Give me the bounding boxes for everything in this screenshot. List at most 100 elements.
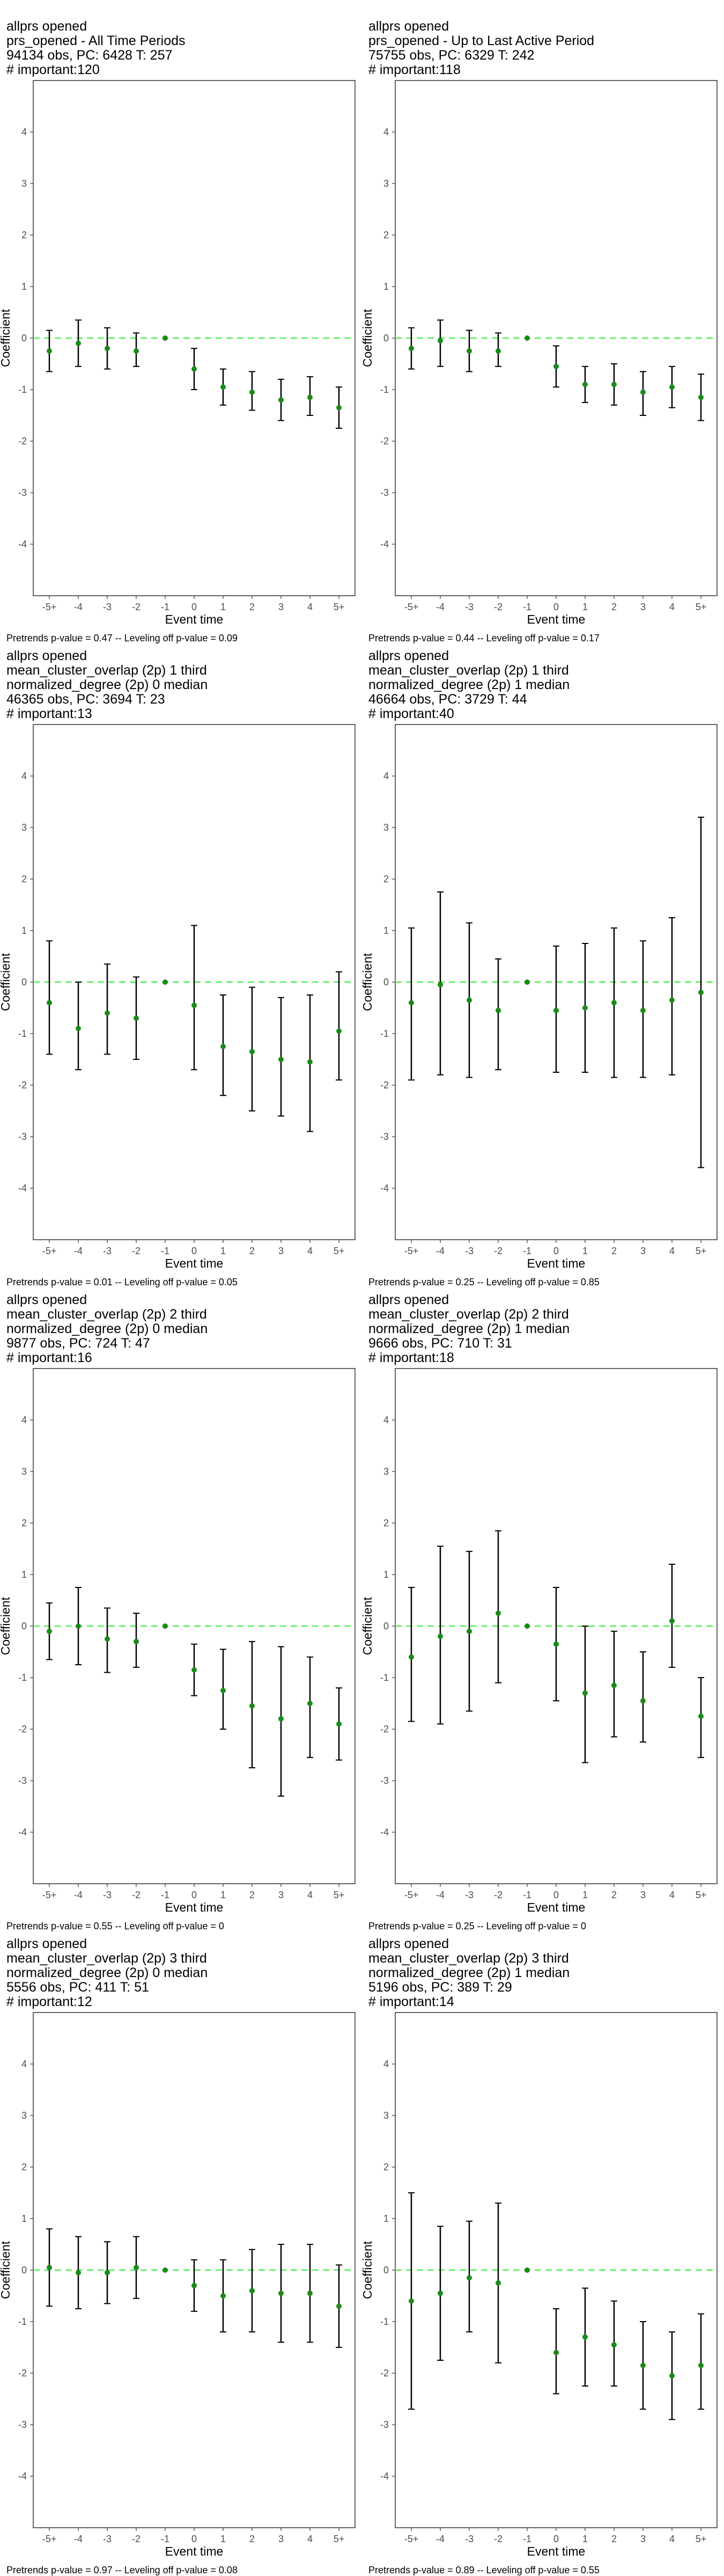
panel-header-line: normalized_degree (2p) 1 median: [368, 1321, 570, 1336]
coefficient-point: [220, 2293, 226, 2299]
coefficient-point: [220, 1044, 226, 1049]
coefficient-point: [496, 348, 501, 354]
coefficient-point: [307, 394, 313, 400]
y-tick-label: 3: [383, 2110, 389, 2121]
y-tick-label: -1: [380, 384, 389, 395]
y-tick-label: 2: [383, 874, 389, 884]
panel-header-line: allprs opened: [6, 1936, 87, 1951]
coefficient-point: [220, 1688, 226, 1693]
coefficient-point: [438, 2290, 443, 2296]
panel-header-line: allprs opened: [6, 648, 87, 663]
x-tick-label: 0: [191, 602, 197, 612]
panel-header-line: 75755 obs, PC: 6329 T: 242: [368, 48, 535, 63]
y-tick-label: -4: [380, 1183, 389, 1194]
y-tick-label: 1: [21, 1569, 27, 1580]
panel-header-line: # important:12: [6, 1994, 92, 2009]
x-tick-label: -2: [494, 1890, 503, 1900]
y-tick-label: -3: [380, 1131, 389, 1142]
y-tick-label: 3: [383, 1466, 389, 1477]
coefficient-point: [640, 2362, 646, 2368]
coefficient-point: [307, 2290, 313, 2296]
y-tick-label: 3: [383, 178, 389, 189]
coefficient-point: [698, 1714, 704, 1719]
x-tick-label: 3: [640, 2534, 646, 2544]
x-tick-label: 1: [582, 1890, 588, 1900]
coefficient-point: [278, 2290, 284, 2296]
y-tick-label: -1: [380, 1672, 389, 1683]
panel-header-line: allprs opened: [368, 1936, 449, 1951]
coefficient-point: [134, 1638, 139, 1644]
x-tick-label: -4: [436, 1890, 445, 1900]
panel-header-line: 46664 obs, PC: 3729 T: 44: [368, 692, 527, 707]
coefficient-point: [438, 1634, 443, 1640]
x-tick-label: -2: [494, 2534, 503, 2544]
y-tick-label: -4: [18, 539, 27, 550]
x-tick-label: -3: [103, 1246, 112, 1256]
y-tick-label: 0: [383, 2265, 389, 2275]
y-tick-label: 4: [21, 1415, 27, 1425]
y-axis-title: Coefficient: [360, 2241, 374, 2299]
coefficient-point: [553, 2350, 559, 2355]
coefficient-point: [524, 335, 530, 341]
x-tick-label: -2: [132, 602, 141, 612]
y-tick-label: -4: [380, 539, 389, 550]
x-tick-label: -5+: [42, 1246, 57, 1256]
y-tick-label: -1: [380, 1028, 389, 1039]
coefficient-point: [105, 1010, 110, 1016]
coefficient-point: [582, 2334, 588, 2340]
x-tick-label: 3: [640, 1890, 646, 1900]
y-tick-label: 2: [383, 2162, 389, 2172]
y-tick-label: -4: [380, 1827, 389, 1838]
x-tick-label: -4: [436, 1246, 445, 1256]
x-tick-label: -1: [161, 1246, 169, 1256]
coefficient-point: [467, 1628, 472, 1634]
y-tick-label: -4: [380, 2471, 389, 2482]
coefficient-point: [553, 1007, 559, 1013]
y-tick-label: 1: [383, 281, 389, 292]
coefficient-point: [162, 335, 168, 341]
coefficient-point: [496, 1611, 501, 1616]
panel-header-line: 46365 obs, PC: 3694 T: 23: [6, 692, 165, 707]
y-tick-label: 0: [21, 977, 27, 987]
x-tick-label: 3: [278, 1890, 284, 1900]
coefficient-point: [76, 340, 81, 346]
coefficient-point: [669, 1618, 675, 1624]
coefficient-point: [438, 982, 443, 987]
coefficient-point: [134, 1015, 139, 1021]
x-tick-label: 2: [249, 1890, 255, 1900]
coefficient-point: [582, 382, 588, 387]
panel-header-line: prs_opened - Up to Last Active Period: [368, 33, 594, 48]
y-tick-label: 3: [21, 178, 27, 189]
coefficient-point: [47, 1628, 52, 1634]
x-tick-label: -5+: [404, 602, 419, 612]
x-tick-label: -1: [523, 1246, 531, 1256]
y-tick-label: -4: [18, 1827, 27, 1838]
panel-header-line: 94134 obs, PC: 6428 T: 257: [6, 48, 173, 63]
coefficient-point: [640, 1698, 646, 1704]
x-tick-label: -4: [74, 1890, 83, 1900]
coefficient-point: [336, 1721, 342, 1727]
panel-caption: Pretrends p-value = 0.25 -- Leveling off…: [368, 1277, 600, 1287]
x-tick-label: 0: [191, 1246, 197, 1256]
panel-header-line: mean_cluster_overlap (2p) 1 third: [368, 663, 569, 678]
x-tick-label: -5+: [404, 1246, 419, 1256]
y-tick-label: 2: [383, 230, 389, 240]
coefficient-point: [105, 346, 110, 352]
x-tick-label: 4: [307, 2534, 313, 2544]
panel-header-line: # important:16: [6, 1350, 92, 1365]
y-axis-title: Coefficient: [0, 2241, 12, 2299]
y-tick-label: -2: [380, 436, 389, 447]
y-tick-label: 2: [21, 230, 27, 240]
x-tick-label: 1: [582, 2534, 588, 2544]
coefficient-point: [467, 997, 472, 1003]
x-tick-label: 2: [611, 1890, 617, 1900]
y-tick-label: -1: [18, 2316, 27, 2327]
coefficient-point: [191, 366, 197, 372]
x-tick-label: -5+: [404, 1890, 419, 1900]
y-tick-label: 2: [383, 1518, 389, 1528]
coefficient-point: [47, 1000, 52, 1006]
